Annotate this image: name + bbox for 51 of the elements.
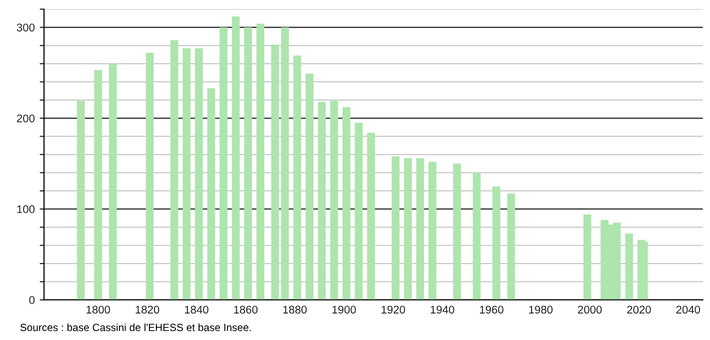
x-tick-label: 1840 (184, 306, 208, 314)
x-tick-label: 1980 (529, 306, 553, 314)
x-tick-label: 2040 (676, 306, 700, 314)
x-tick-label: 1860 (234, 306, 258, 314)
bar (94, 70, 102, 300)
x-tick-label: 1940 (430, 306, 454, 314)
bar (342, 107, 350, 300)
bar (354, 122, 363, 300)
x-tick-label: 1920 (382, 306, 406, 314)
bar (146, 52, 154, 300)
bar (453, 164, 461, 300)
bar (583, 214, 592, 300)
bar (507, 194, 516, 300)
bar (625, 234, 634, 300)
bar (244, 27, 252, 300)
bar (232, 16, 240, 300)
x-tick-label: 1960 (480, 306, 504, 314)
bar (330, 100, 338, 300)
bar (492, 186, 500, 300)
bar (428, 162, 436, 300)
bar (207, 88, 216, 300)
x-tick-label: 1880 (283, 306, 307, 314)
bar (108, 64, 117, 300)
bar (318, 102, 326, 300)
bar (306, 74, 314, 300)
bar (612, 222, 621, 300)
bar (271, 44, 280, 300)
bar (220, 27, 228, 300)
x-tick-label: 1900 (332, 306, 356, 314)
bar (404, 158, 412, 300)
y-tick-label: 300 (16, 24, 35, 32)
bar (194, 48, 203, 300)
bar (638, 240, 646, 300)
x-tick-label: 1820 (136, 306, 160, 314)
bar (170, 40, 178, 300)
x-tick-label: 2000 (578, 306, 602, 314)
bar (472, 172, 481, 300)
y-tick-label: 0 (29, 296, 35, 304)
y-tick-label: 100 (17, 205, 35, 214)
bar (293, 56, 302, 300)
x-tick-label: 2020 (627, 306, 651, 314)
bar (76, 100, 85, 300)
bar (392, 156, 400, 300)
bar (416, 158, 424, 300)
bar (182, 48, 191, 300)
source-note: Sources : base Cassini de l'EHESS et base Insee. (20, 323, 251, 332)
bar (256, 24, 264, 300)
y-tick-label: 200 (17, 114, 35, 122)
bar (367, 132, 375, 300)
bar (281, 27, 289, 300)
x-tick-label: 1800 (86, 306, 110, 314)
